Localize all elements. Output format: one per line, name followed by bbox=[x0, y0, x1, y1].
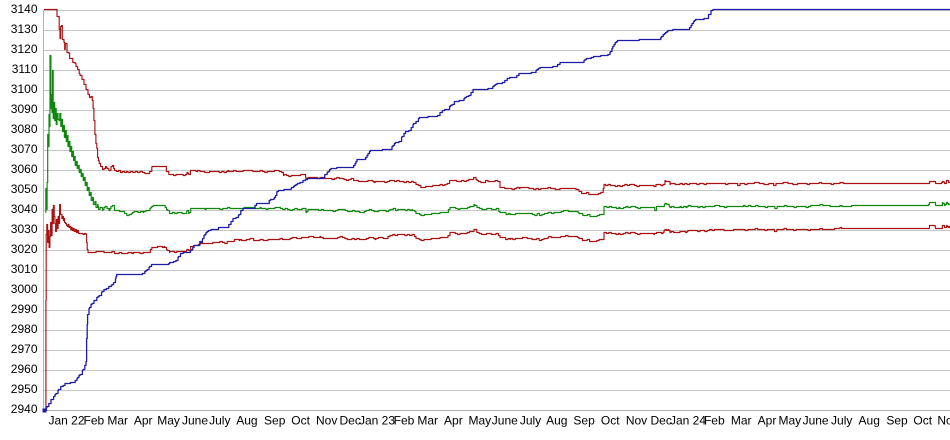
svg-text:Nov: Nov bbox=[626, 414, 647, 428]
svg-text:2940: 2940 bbox=[11, 402, 38, 416]
svg-text:Jan 24: Jan 24 bbox=[670, 414, 706, 428]
svg-text:Apr: Apr bbox=[134, 414, 153, 428]
svg-text:July: July bbox=[209, 414, 230, 428]
svg-text:2990: 2990 bbox=[11, 302, 38, 316]
svg-text:3050: 3050 bbox=[11, 182, 38, 196]
svg-text:3100: 3100 bbox=[11, 82, 38, 96]
svg-text:3070: 3070 bbox=[11, 142, 38, 156]
svg-text:July: July bbox=[831, 414, 852, 428]
svg-text:June: June bbox=[182, 414, 208, 428]
svg-text:Nov: Nov bbox=[316, 414, 337, 428]
svg-text:3080: 3080 bbox=[11, 122, 38, 136]
svg-text:3040: 3040 bbox=[11, 202, 38, 216]
svg-text:Sep: Sep bbox=[573, 414, 595, 428]
svg-text:3010: 3010 bbox=[11, 262, 38, 276]
svg-text:Nov: Nov bbox=[937, 414, 950, 428]
svg-text:Feb: Feb bbox=[704, 414, 725, 428]
svg-text:Jan 22: Jan 22 bbox=[48, 414, 84, 428]
svg-text:May: May bbox=[778, 414, 801, 428]
svg-text:Oct: Oct bbox=[913, 414, 932, 428]
svg-text:June: June bbox=[492, 414, 518, 428]
svg-text:2950: 2950 bbox=[11, 382, 38, 396]
svg-text:2970: 2970 bbox=[11, 342, 38, 356]
svg-text:July: July bbox=[520, 414, 541, 428]
svg-text:Oct: Oct bbox=[291, 414, 310, 428]
svg-text:3020: 3020 bbox=[11, 242, 38, 256]
svg-text:Mar: Mar bbox=[107, 414, 128, 428]
svg-text:Dec: Dec bbox=[340, 414, 361, 428]
svg-text:3030: 3030 bbox=[11, 222, 38, 236]
svg-text:3140: 3140 bbox=[11, 2, 38, 16]
svg-text:Oct: Oct bbox=[601, 414, 620, 428]
svg-text:May: May bbox=[468, 414, 491, 428]
svg-text:3120: 3120 bbox=[11, 42, 38, 56]
svg-text:3130: 3130 bbox=[11, 22, 38, 36]
svg-text:Apr: Apr bbox=[444, 414, 463, 428]
svg-text:May: May bbox=[157, 414, 180, 428]
svg-text:Feb: Feb bbox=[394, 414, 415, 428]
svg-text:June: June bbox=[803, 414, 829, 428]
svg-text:Apr: Apr bbox=[758, 414, 777, 428]
svg-text:Dec: Dec bbox=[651, 414, 672, 428]
svg-text:Sep: Sep bbox=[886, 414, 908, 428]
svg-text:Mar: Mar bbox=[731, 414, 752, 428]
svg-text:Aug: Aug bbox=[859, 414, 880, 428]
svg-text:Mar: Mar bbox=[417, 414, 438, 428]
svg-text:3060: 3060 bbox=[11, 162, 38, 176]
svg-text:2980: 2980 bbox=[11, 322, 38, 336]
svg-text:Aug: Aug bbox=[546, 414, 567, 428]
svg-text:3000: 3000 bbox=[11, 282, 38, 296]
svg-text:3110: 3110 bbox=[12, 62, 38, 76]
svg-text:2960: 2960 bbox=[11, 362, 38, 376]
svg-text:Sep: Sep bbox=[264, 414, 286, 428]
svg-text:3090: 3090 bbox=[11, 102, 38, 116]
svg-text:Jan 23: Jan 23 bbox=[359, 414, 395, 428]
svg-text:Aug: Aug bbox=[236, 414, 257, 428]
svg-text:Feb: Feb bbox=[84, 414, 105, 428]
